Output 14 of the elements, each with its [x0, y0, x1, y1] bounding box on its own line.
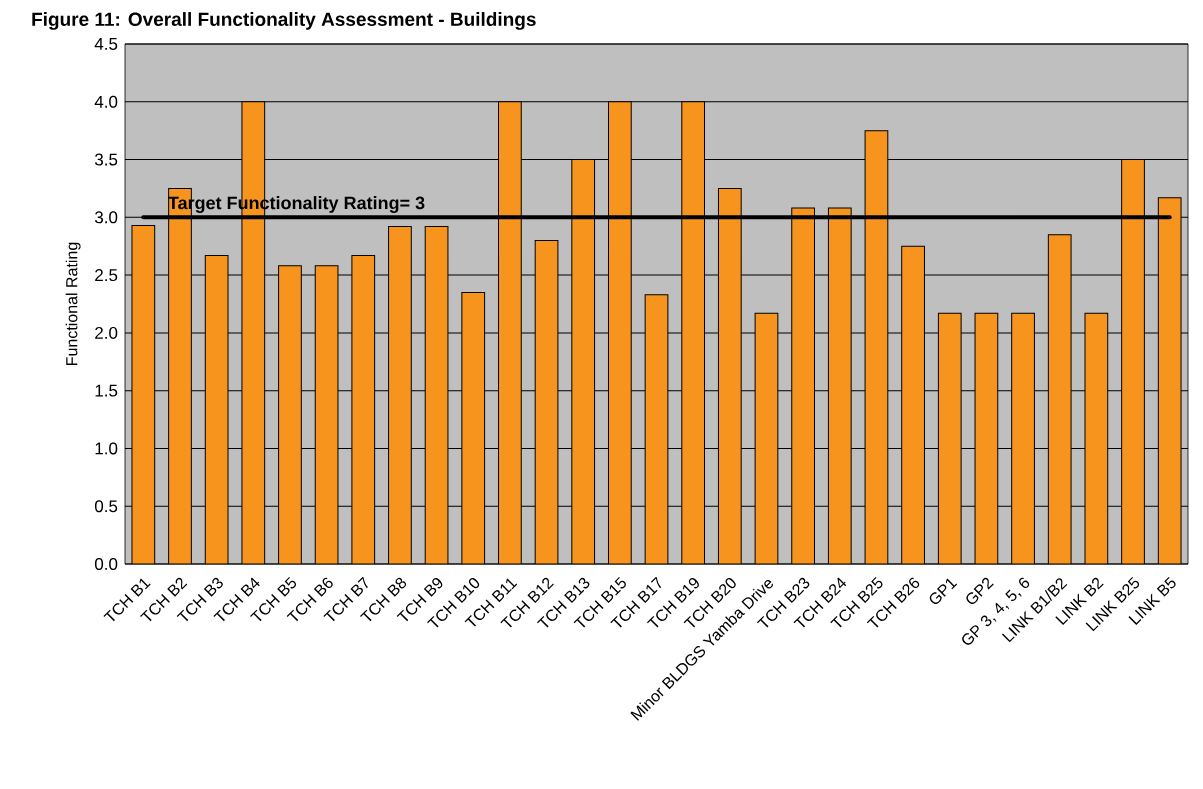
- y-tick-label: 0.0: [94, 558, 118, 571]
- x-tick-label: GP1: [929, 578, 958, 604]
- y-tick-label: 1.5: [95, 384, 118, 397]
- y-tick-label: 4.0: [94, 95, 118, 108]
- y-tick-label: 2.5: [95, 269, 118, 282]
- y-tick-label: 0.5: [94, 500, 118, 513]
- y-tick-label: 3.5: [94, 153, 118, 166]
- y-tick-label: 2.0: [95, 326, 118, 339]
- y-tick-label: 3.0: [94, 211, 118, 224]
- y-tick-label: 4.5: [94, 38, 118, 50]
- y-axis-title: Functional Rating: [65, 242, 81, 365]
- y-tick-label: 1.0: [95, 442, 118, 455]
- chart-title: Figure 11: Overall Functionality Assessment - Buildings: [32, 12, 536, 30]
- x-tick-label: GP2: [966, 577, 994, 604]
